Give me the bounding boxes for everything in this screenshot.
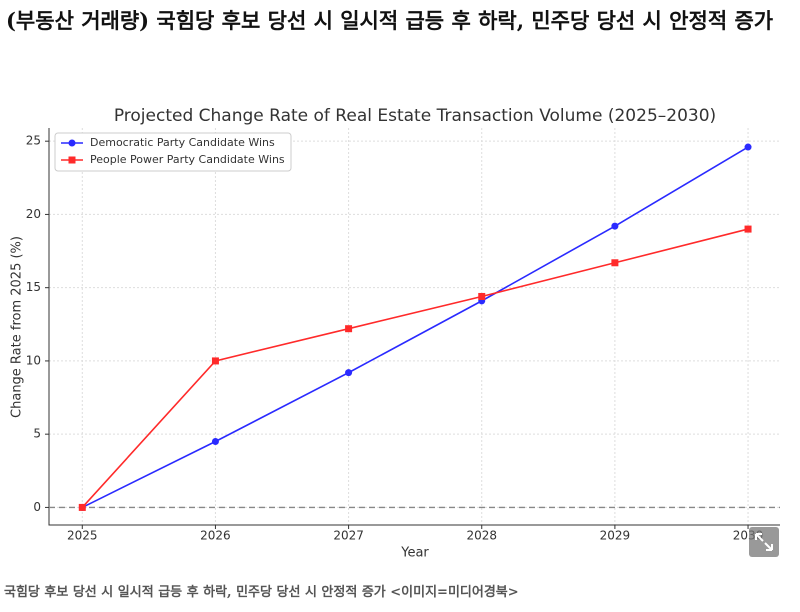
chart: Projected Change Rate of Real Estate Tra… <box>10 106 780 561</box>
caption: 국힘당 후보 당선 시 일시적 급등 후 하락, 민주당 당선 시 안정적 증가… <box>4 585 519 600</box>
marker <box>744 143 752 151</box>
legend-label: People Power Party Candidate Wins <box>90 153 285 166</box>
marker <box>345 369 353 377</box>
series-line <box>81 146 749 509</box>
marker <box>478 292 486 300</box>
axes <box>48 128 780 526</box>
legend-label: Democratic Party Candidate Wins <box>90 136 275 149</box>
marker <box>211 437 219 445</box>
x-tick-label: 2028 <box>466 529 497 543</box>
marker <box>211 357 219 365</box>
series-line <box>81 228 749 508</box>
marker <box>611 259 619 267</box>
marker <box>68 139 76 147</box>
y-tick-label: 15 <box>26 280 41 294</box>
x-axis-label: Year <box>400 546 429 561</box>
expand-button[interactable] <box>749 527 779 557</box>
headline: (부동산 거래량) 국힘당 후보 당선 시 일시적 급등 후 하락, 민주당 당… <box>6 8 774 33</box>
x-tick-label: 2029 <box>600 529 631 543</box>
marker <box>744 225 752 233</box>
y-tick-label: 0 <box>33 500 41 514</box>
chart-title: Projected Change Rate of Real Estate Tra… <box>114 106 716 126</box>
legend: Democratic Party Candidate Wins People Po… <box>54 132 292 172</box>
x-tick-label: 2025 <box>67 529 98 543</box>
y-tick-label: 10 <box>26 353 41 367</box>
legend-box <box>54 132 292 172</box>
y-tick-label: 25 <box>26 134 41 148</box>
marker <box>78 503 86 511</box>
marker <box>611 222 619 230</box>
x-tick-label: 2026 <box>200 529 231 543</box>
marker <box>345 325 353 333</box>
y-tick-label: 20 <box>26 207 41 221</box>
y-tick-label: 5 <box>33 427 41 441</box>
marker <box>68 156 76 164</box>
x-tick-label: 2027 <box>333 529 364 543</box>
y-axis-label: Change Rate from 2025 (%) <box>10 236 25 418</box>
